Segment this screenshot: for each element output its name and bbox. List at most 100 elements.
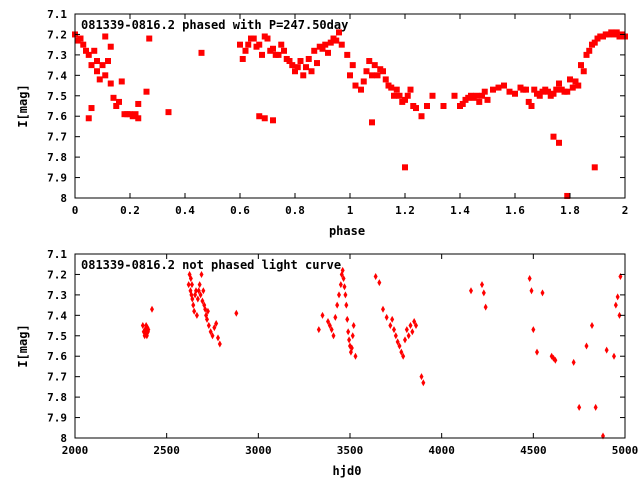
data-point xyxy=(374,72,381,79)
data-point xyxy=(316,326,321,334)
data-point xyxy=(593,403,598,411)
data-point xyxy=(326,317,330,325)
phased-x-axis-label: phase xyxy=(329,224,365,238)
data-point xyxy=(327,39,334,46)
data-point xyxy=(569,84,576,91)
raw-y-tick-label: 7.1 xyxy=(47,248,67,261)
phased-x-tick-label: 1.2 xyxy=(395,204,415,217)
data-point xyxy=(314,60,320,67)
data-point xyxy=(77,35,84,42)
phased-x-tick-label: 0.6 xyxy=(230,204,250,217)
data-point xyxy=(192,307,197,315)
data-point xyxy=(351,322,356,330)
data-point xyxy=(186,281,191,289)
data-point xyxy=(451,92,458,99)
data-point xyxy=(135,100,142,107)
data-point xyxy=(577,403,582,411)
data-point xyxy=(556,139,562,146)
data-point xyxy=(414,322,418,330)
data-point xyxy=(369,119,375,126)
data-point xyxy=(550,133,557,140)
raw-y-axis-label: I[mag] xyxy=(16,324,30,367)
data-point xyxy=(366,58,373,65)
data-point xyxy=(110,94,117,101)
data-point xyxy=(392,326,396,334)
data-point xyxy=(118,78,125,85)
data-point xyxy=(347,336,352,344)
data-point xyxy=(396,92,403,99)
phased-plot-frame xyxy=(74,13,626,199)
data-point xyxy=(216,334,220,342)
data-point xyxy=(320,311,325,319)
phased-x-tick-label: 1.6 xyxy=(505,204,525,217)
data-point xyxy=(402,96,408,103)
raw-y-tick-label: 7.7 xyxy=(47,371,67,384)
data-point xyxy=(198,291,203,299)
phased-x-tick-label: 1 xyxy=(347,204,354,217)
data-point xyxy=(371,62,378,69)
data-point xyxy=(256,113,263,120)
raw-x-tick-label: 4000 xyxy=(428,444,455,457)
data-point xyxy=(352,82,359,89)
phased-plot-title: 081339-0816.2 phased with P=247.50day xyxy=(81,18,348,32)
phased-x-tick-label: 0.8 xyxy=(285,204,305,217)
data-point xyxy=(615,293,620,301)
data-point xyxy=(150,305,154,313)
data-point xyxy=(143,88,150,95)
data-point xyxy=(529,287,534,295)
data-point xyxy=(319,45,326,52)
data-point xyxy=(116,98,122,105)
data-point xyxy=(289,62,296,69)
data-point xyxy=(531,86,538,93)
raw-y-tick-label: 7.4 xyxy=(47,309,67,322)
data-point xyxy=(85,51,92,58)
data-point xyxy=(531,326,536,334)
data-point xyxy=(333,313,338,321)
data-point xyxy=(338,41,345,48)
phased-y-tick-label: 7.5 xyxy=(47,90,67,103)
data-point xyxy=(311,47,318,54)
data-point xyxy=(483,303,488,311)
data-point xyxy=(604,346,609,354)
raw-y-tick-label: 7.2 xyxy=(47,268,67,281)
data-point xyxy=(331,332,336,340)
data-point xyxy=(346,328,351,336)
data-point xyxy=(303,64,309,71)
phased-y-tick-label: 7.1 xyxy=(47,8,67,21)
data-point xyxy=(200,297,205,305)
data-point xyxy=(208,328,213,336)
raw-y-tick-label: 7.3 xyxy=(47,289,67,302)
data-point xyxy=(512,90,518,97)
data-point xyxy=(408,322,413,330)
data-point xyxy=(575,82,582,89)
data-point xyxy=(189,281,194,289)
data-point xyxy=(580,68,587,75)
data-point xyxy=(440,103,447,109)
data-point xyxy=(523,86,529,93)
phased-axis-ticks: 0 0.2 0.4 0.6 0.8 1 1.2 1.4 1.6 1.8 2 7.1 7.2 7.3 7.4 7… xyxy=(47,8,628,217)
data-point xyxy=(308,68,315,75)
data-point xyxy=(480,281,484,289)
data-point xyxy=(501,82,507,89)
data-point xyxy=(256,41,263,48)
data-point xyxy=(583,51,590,58)
data-point xyxy=(484,96,491,103)
data-point xyxy=(406,332,411,340)
data-point xyxy=(578,62,584,69)
data-point xyxy=(424,103,430,109)
raw-data-points xyxy=(140,266,623,440)
raw-y-tick-label: 7.6 xyxy=(47,350,67,363)
raw-x-tick-label: 5000 xyxy=(612,444,639,457)
data-point xyxy=(404,92,411,99)
data-point xyxy=(286,58,293,65)
raw-y-tick-label: 7.9 xyxy=(47,412,67,425)
data-point xyxy=(473,92,480,99)
data-point xyxy=(395,338,400,346)
data-point xyxy=(140,322,145,330)
data-point xyxy=(88,62,95,69)
data-point xyxy=(242,47,249,54)
data-point xyxy=(390,315,395,323)
data-point xyxy=(259,51,265,58)
data-point xyxy=(369,72,375,79)
